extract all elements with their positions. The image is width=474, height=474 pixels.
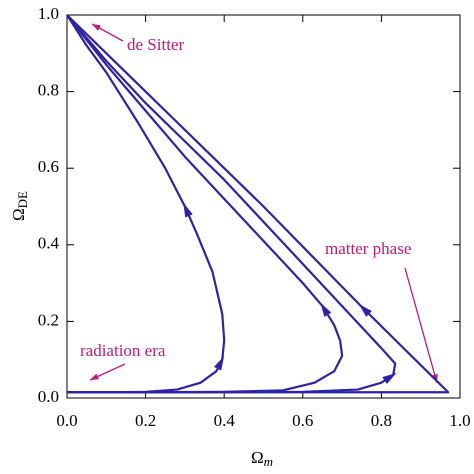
direction-arrow xyxy=(358,304,372,317)
annotation-arrowhead xyxy=(90,373,99,380)
x-tick-label: 0.0 xyxy=(56,411,77,430)
annotation: radiation era xyxy=(80,341,166,360)
x-tick-label: 0.8 xyxy=(371,411,392,430)
y-tick-label: 1.0 xyxy=(38,4,59,23)
plot-frame xyxy=(66,14,461,399)
y-tick-label: 0.8 xyxy=(38,81,59,100)
trajectory xyxy=(66,14,450,394)
y-label-main: Ω xyxy=(9,208,28,221)
trajectory xyxy=(66,14,344,394)
trajectory xyxy=(66,14,397,394)
annotation-arrow xyxy=(404,267,438,384)
trajectory xyxy=(66,14,226,394)
x-tick-label: 0.6 xyxy=(292,411,313,430)
annotations: de Sitter matter phase radiation era xyxy=(80,23,438,384)
y-tick-label: 0.2 xyxy=(38,310,59,329)
y-tick-label: 0.4 xyxy=(38,234,60,253)
annotation: matter phase xyxy=(325,239,411,258)
direction-arrow xyxy=(213,356,225,371)
x-tick-label: 1.0 xyxy=(449,411,470,430)
x-label-sub: m xyxy=(264,454,273,469)
annotation-arrowhead xyxy=(92,24,101,31)
x-tick-label: 0.4 xyxy=(214,411,236,430)
y-label-sub: DE xyxy=(15,191,30,208)
y-tick-label: 0.6 xyxy=(38,157,59,176)
direction-arrow xyxy=(382,372,397,385)
direction-arrow xyxy=(320,302,332,317)
x-tick-label: 0.2 xyxy=(135,411,156,430)
y-tick-label: 0.0 xyxy=(38,387,59,406)
y-axis-label: ΩDE xyxy=(9,191,30,221)
annotation: de Sitter xyxy=(127,35,184,54)
x-label-main: Ω xyxy=(251,448,264,467)
x-axis-label: Ωm xyxy=(251,448,273,469)
direction-arrow xyxy=(183,202,193,218)
